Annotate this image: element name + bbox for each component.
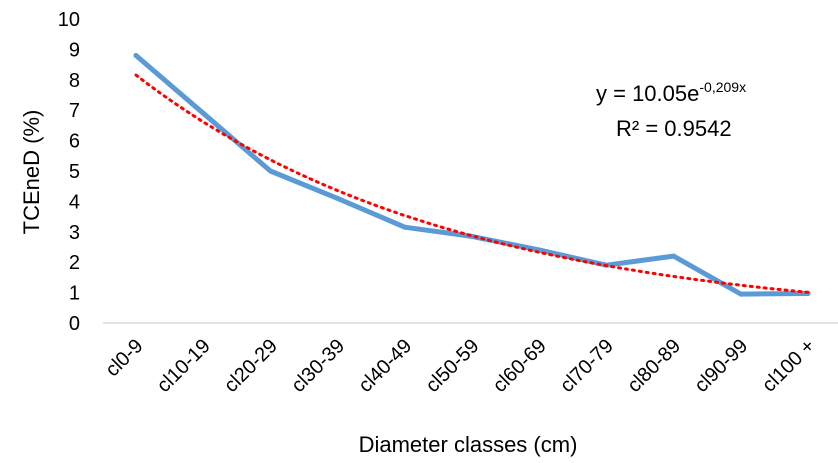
y-tick-label: 2: [69, 252, 80, 274]
y-tick-label: 0: [69, 313, 80, 335]
y-axis-title: TCEneD (%): [19, 110, 44, 235]
y-tick-label: 3: [69, 222, 80, 244]
x-tick-label: cl70-79: [556, 335, 618, 397]
x-axis-ticks: cl0-9 cl10-19 cl20-29 cl30-39 cl40-49 cl50-59…: [101, 335, 819, 397]
x-tick-label: cl30-39: [287, 335, 349, 397]
y-tick-label: 4: [69, 191, 80, 213]
y-tick-label: 8: [69, 70, 80, 92]
y-tick-label: 10: [58, 9, 80, 31]
y-tick-label: 5: [69, 161, 80, 183]
data-point: [671, 253, 677, 259]
x-axis-title: Diameter classes (cm): [359, 432, 578, 457]
y-tick-label: 9: [69, 39, 80, 61]
data-point: [738, 291, 744, 297]
x-tick-label: cl20-29: [220, 335, 282, 397]
x-tick-label: cl10-19: [153, 335, 215, 397]
x-tick-label: cl60-69: [489, 335, 551, 397]
y-tick-label: 6: [69, 131, 80, 153]
trendline: [134, 73, 810, 294]
data-point: [267, 168, 273, 174]
x-tick-label: cl0-9: [101, 335, 147, 381]
data-point: [133, 52, 139, 58]
y-axis-ticks: 0 1 2 3 4 5 6 7 8 9 10: [58, 9, 80, 335]
x-tick-label: cl90-99: [690, 335, 752, 397]
data-point: [200, 110, 206, 116]
trendline-equation: y = 10.05e-0,209x: [596, 79, 746, 106]
r-squared-label: R² = 0.9542: [616, 116, 732, 141]
x-tick-label: cl40-49: [354, 335, 416, 397]
y-tick-label: 7: [69, 100, 80, 122]
data-point: [335, 195, 341, 201]
y-tick-label: 1: [69, 283, 80, 305]
data-point: [402, 224, 408, 230]
x-tick-label: cl80-89: [623, 335, 685, 397]
x-tick-label: cl50-59: [422, 335, 484, 397]
x-tick-label: cl100 +: [758, 335, 820, 397]
